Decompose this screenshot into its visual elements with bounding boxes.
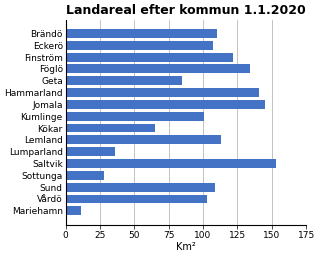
Bar [66, 76, 182, 85]
Bar [66, 147, 115, 156]
Bar [66, 195, 207, 203]
Bar [66, 100, 265, 109]
Bar [66, 183, 215, 191]
Bar [66, 112, 204, 121]
Bar [66, 159, 276, 168]
Bar [66, 124, 155, 132]
Bar [66, 29, 217, 38]
Bar [66, 206, 81, 215]
Text: Landareal efter kommun 1.1.2020: Landareal efter kommun 1.1.2020 [66, 4, 305, 17]
Bar [66, 135, 221, 144]
Bar [66, 41, 213, 50]
Bar [66, 53, 233, 61]
X-axis label: Km²: Km² [176, 242, 196, 252]
Bar [66, 171, 104, 180]
Bar [66, 65, 250, 73]
Bar [66, 88, 259, 97]
